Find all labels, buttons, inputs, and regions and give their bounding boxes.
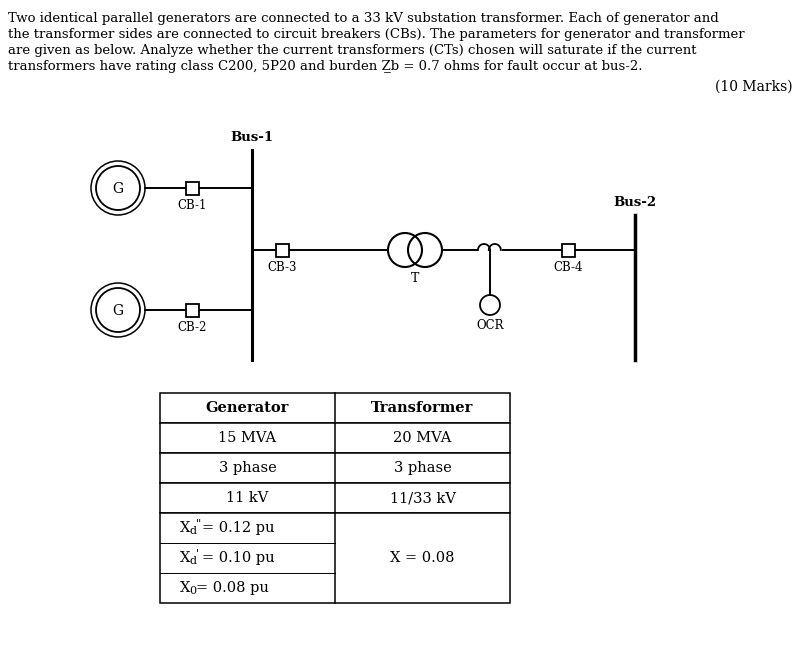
Text: 11/33 kV: 11/33 kV xyxy=(389,491,456,505)
Text: X: X xyxy=(180,581,191,595)
Text: are given as below. Analyze whether the current transformers (CTs) chosen will s: are given as below. Analyze whether the … xyxy=(8,44,697,57)
Text: CB-1: CB-1 xyxy=(177,199,207,212)
Text: 3 phase: 3 phase xyxy=(219,461,276,475)
Bar xyxy=(562,244,574,256)
Bar xyxy=(160,513,510,603)
Text: X = 0.08: X = 0.08 xyxy=(390,551,455,565)
Text: ': ' xyxy=(196,549,199,559)
Text: the transformer sides are connected to circuit breakers (CBs). The parameters fo: the transformer sides are connected to c… xyxy=(8,28,745,41)
Text: G: G xyxy=(112,304,123,318)
Text: OCR: OCR xyxy=(477,319,504,332)
Bar xyxy=(186,181,199,194)
Text: 20 MVA: 20 MVA xyxy=(393,431,452,445)
Text: Bus-2: Bus-2 xyxy=(614,196,657,209)
Text: G: G xyxy=(112,182,123,196)
Text: CB-3: CB-3 xyxy=(268,261,296,274)
Text: Bus-1: Bus-1 xyxy=(231,131,274,144)
Bar xyxy=(160,423,510,453)
Bar xyxy=(160,483,510,513)
Text: T: T xyxy=(411,272,419,285)
Text: X: X xyxy=(180,521,191,535)
Bar xyxy=(160,453,510,483)
Text: (10 Marks): (10 Marks) xyxy=(715,80,793,94)
Bar xyxy=(186,304,199,317)
Text: 0: 0 xyxy=(189,586,196,596)
Text: CB-2: CB-2 xyxy=(177,321,207,334)
Text: CB-4: CB-4 xyxy=(553,261,583,274)
Text: Transformer: Transformer xyxy=(372,401,473,415)
Text: = 0.10 pu: = 0.10 pu xyxy=(202,551,275,565)
Bar xyxy=(160,393,510,423)
Text: 11 kV: 11 kV xyxy=(227,491,268,505)
Text: ": " xyxy=(196,519,201,529)
Text: X: X xyxy=(180,551,191,565)
Text: 3 phase: 3 phase xyxy=(393,461,452,475)
Text: 15 MVA: 15 MVA xyxy=(219,431,276,445)
Text: transformers have rating class C200, 5P20 and burden Z̲b = 0.7 ohms for fault oc: transformers have rating class C200, 5P2… xyxy=(8,60,642,73)
Text: Two identical parallel generators are connected to a 33 kV substation transforme: Two identical parallel generators are co… xyxy=(8,12,718,25)
Text: Generator: Generator xyxy=(206,401,289,415)
Text: d: d xyxy=(189,526,196,536)
Bar xyxy=(276,244,288,256)
Text: d: d xyxy=(189,556,196,566)
Text: = 0.12 pu: = 0.12 pu xyxy=(202,521,275,535)
Text: = 0.08 pu: = 0.08 pu xyxy=(196,581,269,595)
